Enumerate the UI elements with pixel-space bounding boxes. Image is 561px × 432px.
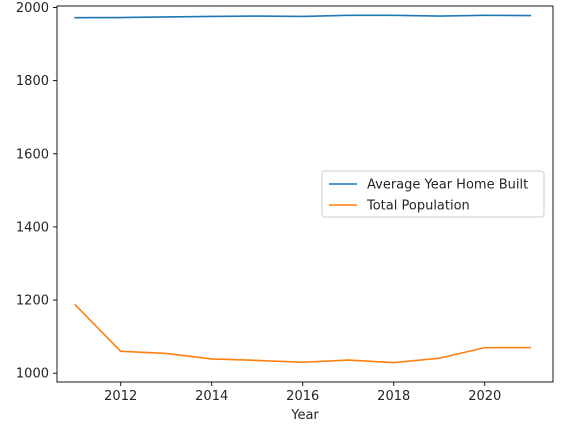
legend-label-1: Total Population xyxy=(366,199,470,214)
series-line-0 xyxy=(74,14,532,19)
y-tick-label: 1600 xyxy=(16,147,49,162)
y-tick-label: 1800 xyxy=(16,74,49,89)
y-tick-label: 1000 xyxy=(16,367,49,382)
y-tick-label: 1200 xyxy=(16,294,49,309)
series-layer xyxy=(74,14,532,364)
axes-layer xyxy=(56,5,554,383)
x-axis-label: Year xyxy=(290,408,319,423)
x-tick-label: 2020 xyxy=(468,389,501,404)
ticks-layer: 2012 2014 2016 2018 2020 1000 1200 1400 1600 1800… xyxy=(16,1,501,404)
legend: Average Year Home Built Total Population xyxy=(321,170,545,218)
x-tick-label: 2012 xyxy=(104,389,137,404)
y-tick-label: 2000 xyxy=(16,1,49,16)
y-tick-label: 1400 xyxy=(16,220,49,235)
x-tick-label: 2018 xyxy=(377,389,410,404)
x-tick-label: 2014 xyxy=(195,389,228,404)
legend-box xyxy=(321,170,545,218)
series-line-1 xyxy=(74,303,532,364)
legend-label-0: Average Year Home Built xyxy=(367,178,528,193)
plot-frame xyxy=(56,5,554,383)
x-tick-label: 2016 xyxy=(286,389,319,404)
